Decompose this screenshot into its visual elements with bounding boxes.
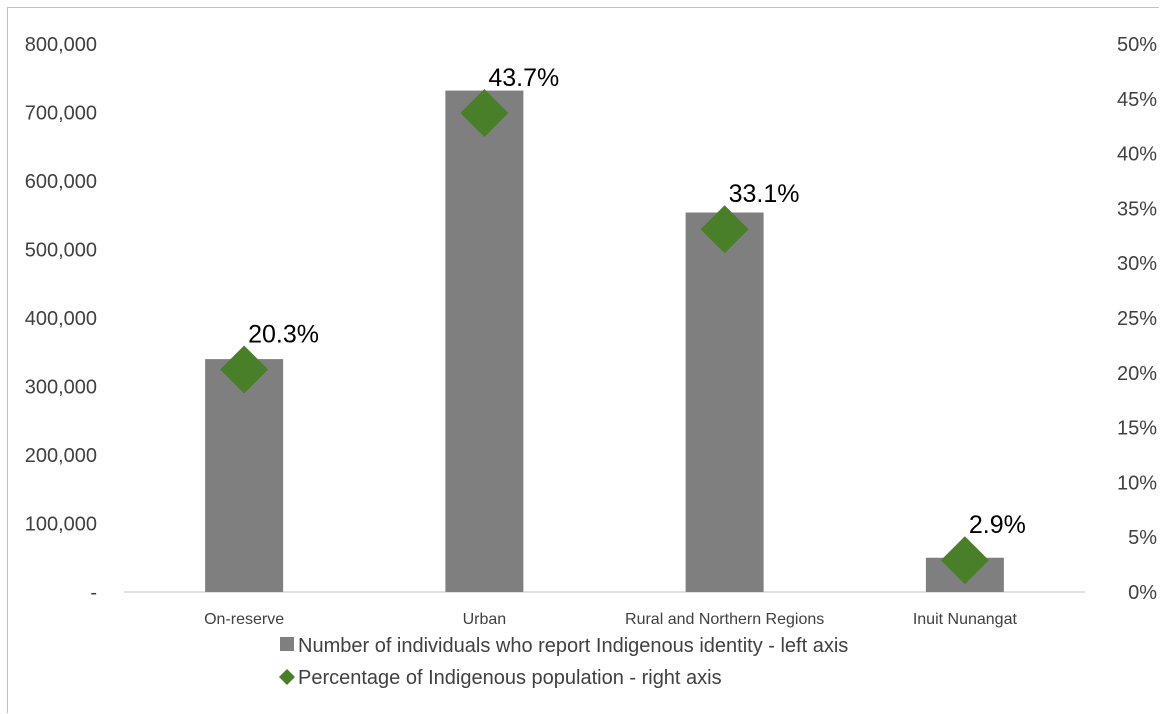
category-label: Inuit Nunangat: [913, 611, 1018, 628]
left-axis-tick-label: 700,000: [25, 103, 97, 125]
bar: [685, 212, 764, 592]
left-axis-tick-label: 800,000: [25, 34, 97, 56]
legend: Number of individuals who report Indigen…: [279, 635, 848, 689]
right-axis-tick-label: 30%: [1117, 253, 1157, 275]
left-axis-tick-label: -: [90, 582, 97, 604]
right-axis-tick-label: 40%: [1117, 144, 1157, 166]
data-label: 33.1%: [729, 180, 800, 208]
right-axis-tick-label: 10%: [1117, 472, 1157, 494]
left-axis-tick-label: 300,000: [25, 377, 97, 399]
left-axis-tick-label: 100,000: [25, 514, 97, 536]
data-label: 43.7%: [488, 64, 559, 92]
right-axis-tick-label: 25%: [1117, 308, 1157, 330]
left-axis-tick-label: 600,000: [25, 171, 97, 193]
left-axis-tick-label: 200,000: [25, 445, 97, 467]
bar: [445, 90, 524, 592]
right-axis-tick-label: 5%: [1128, 527, 1157, 549]
legend-bar-swatch: [280, 637, 294, 651]
right-axis-tick-label: 35%: [1117, 198, 1157, 220]
right-axis: 0% 5% 10% 15% 20% 25% 30% 35% 40% 45% 50%: [1117, 34, 1157, 604]
chart-frame: [7, 7, 1159, 713]
right-axis-tick-label: 45%: [1117, 89, 1157, 111]
percentage-marker: [220, 345, 269, 394]
legend-bar-label: Number of individuals who report Indigen…: [298, 635, 848, 657]
percentage-marker: [700, 205, 749, 254]
category-label: Rural and Northern Regions: [625, 611, 824, 628]
percentage-marker: [940, 536, 989, 585]
left-axis-tick-label: 400,000: [25, 308, 97, 330]
bar-series: [205, 90, 1004, 592]
bar: [205, 359, 284, 592]
data-label: 20.3%: [248, 321, 319, 349]
category-label: On-reserve: [204, 611, 284, 628]
category-label: Urban: [463, 611, 507, 628]
legend-diamond-swatch: [279, 669, 295, 685]
left-axis-tick-label: 500,000: [25, 240, 97, 262]
percentage-marker: [460, 89, 509, 138]
category-labels: On-reserve Urban Rural and Northern Region…: [204, 611, 1017, 628]
right-axis-tick-label: 0%: [1128, 582, 1157, 604]
right-axis-tick-label: 50%: [1117, 34, 1157, 56]
marker-series: 20.3% 43.7% 33.1% 2.9%: [220, 64, 1026, 585]
data-label: 2.9%: [969, 511, 1026, 539]
left-axis: - 100,000 200,000 300,000 400,000 500,000 600,…: [25, 34, 97, 604]
legend-marker-label: Percentage of Indigenous population - ri…: [298, 667, 722, 689]
right-axis-tick-label: 15%: [1117, 418, 1157, 440]
right-axis-tick-label: 20%: [1117, 363, 1157, 385]
